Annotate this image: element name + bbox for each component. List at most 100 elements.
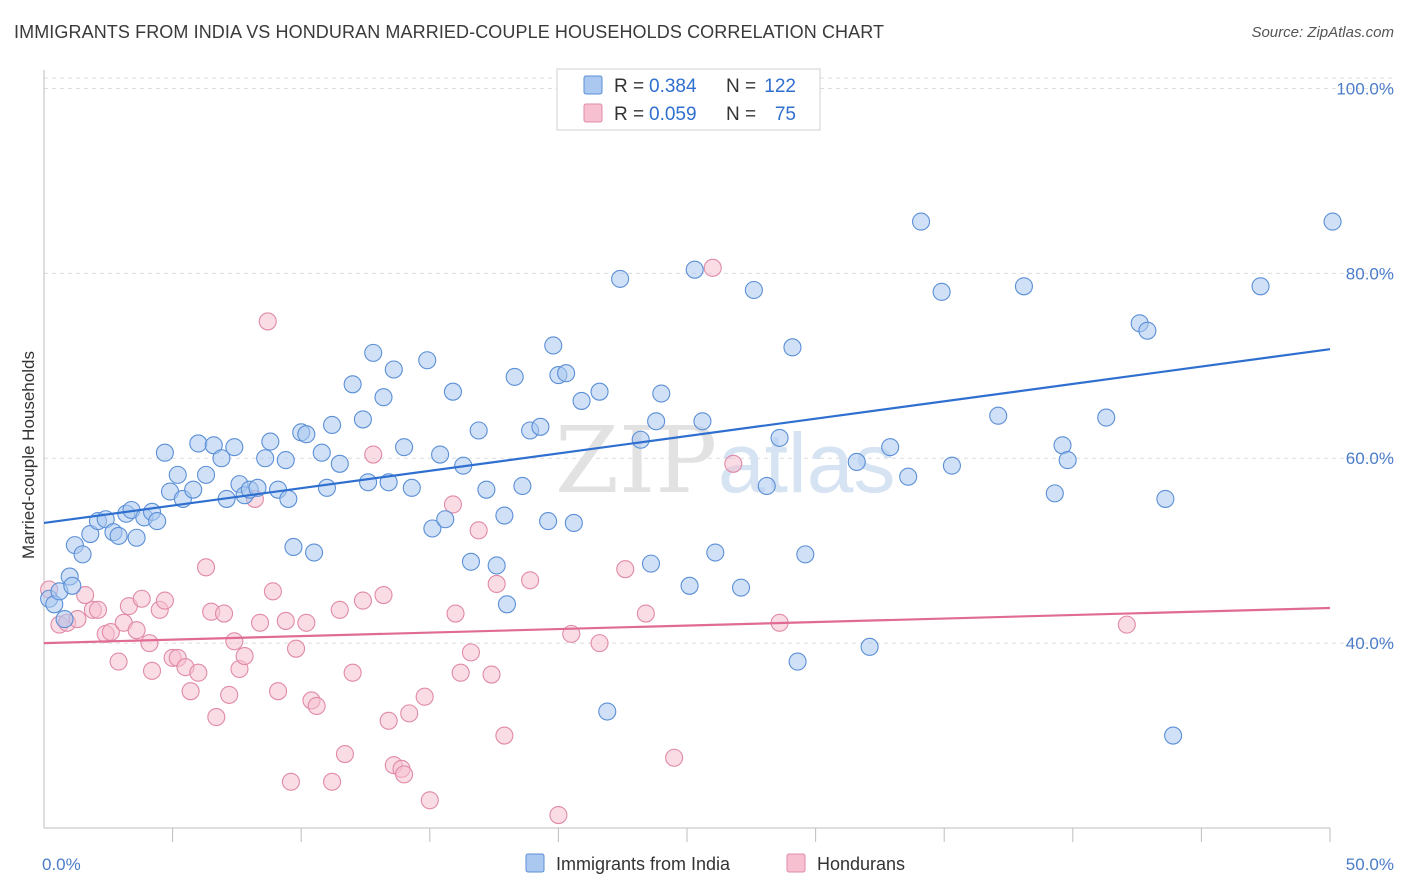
india-point <box>932 282 951 301</box>
india-point <box>912 212 931 231</box>
honduran-point <box>109 652 128 671</box>
india-point <box>323 415 342 435</box>
honduran-point <box>263 582 282 601</box>
honduran-point <box>76 586 95 605</box>
honduran-point <box>235 647 254 666</box>
india-point <box>1251 277 1270 296</box>
hond-n-value: 75 <box>775 104 796 125</box>
honduran-trend-line <box>43 606 1331 645</box>
y-tick-label: 40.0% <box>1346 634 1394 653</box>
honduran-point <box>521 571 540 590</box>
india-point <box>847 452 866 471</box>
india-point <box>1164 726 1183 745</box>
honduran-point <box>142 661 162 680</box>
source-label: Source: ZipAtlas.com <box>1251 24 1394 41</box>
honduran-point <box>250 613 270 632</box>
india-point <box>557 364 576 383</box>
india-point <box>436 510 455 529</box>
india-point <box>1138 321 1157 340</box>
india-point <box>564 513 583 533</box>
honduran-point <box>415 687 434 706</box>
india-point <box>685 260 704 279</box>
india-swatch <box>583 75 603 95</box>
india-point <box>652 384 671 403</box>
honduran-point <box>307 696 326 716</box>
india-point <box>611 269 630 288</box>
honduran-point <box>590 634 609 653</box>
india-point <box>513 476 532 496</box>
watermark-zip: ZIP <box>555 407 717 514</box>
india-point <box>693 412 712 431</box>
india-point <box>647 412 666 431</box>
india-point <box>497 595 517 614</box>
india-point <box>284 537 303 557</box>
india-point <box>248 478 267 497</box>
chart-title: IMMIGRANTS FROM INDIA VS HONDURAN MARRIE… <box>14 22 885 42</box>
honduran-point <box>1117 615 1136 634</box>
honduran-point <box>214 604 234 623</box>
honduran-point <box>616 560 635 579</box>
india-point <box>418 351 437 370</box>
india-n-value: 122 <box>764 76 796 97</box>
india-point <box>495 506 514 525</box>
india-point <box>225 438 244 457</box>
india-point <box>731 578 751 597</box>
honduran-point <box>269 682 288 701</box>
india-point <box>788 652 807 671</box>
india-point <box>469 421 488 440</box>
honduran-point <box>127 621 146 640</box>
india-point <box>305 543 324 562</box>
india-point <box>73 545 92 564</box>
honduran-point <box>400 704 419 723</box>
india-point <box>359 473 378 492</box>
honduran-point <box>181 682 200 701</box>
legend-india-swatch <box>525 853 545 873</box>
honduran-point <box>495 726 514 745</box>
india-point <box>374 388 393 407</box>
honduran-point <box>443 495 462 514</box>
india-point <box>402 478 421 497</box>
india-point <box>212 449 231 468</box>
honduran-point <box>225 632 244 651</box>
india-trend-line <box>43 348 1331 525</box>
india-point <box>189 434 208 453</box>
legend-india-label: Immigrants from India <box>556 854 731 874</box>
india-point <box>899 467 918 486</box>
honduran-point <box>207 708 226 727</box>
india-r-value: 0.384 <box>649 76 697 97</box>
india-point <box>276 451 295 470</box>
india-point <box>989 406 1008 425</box>
honduran-point <box>335 744 354 764</box>
x-tick-label-max: 50.0% <box>1346 855 1394 874</box>
india-point <box>261 432 280 451</box>
honduran-point <box>482 665 501 684</box>
india-point <box>706 543 725 562</box>
india-point <box>544 336 563 355</box>
india-point <box>196 465 216 484</box>
india-point <box>279 489 298 508</box>
honduran-point <box>703 258 722 277</box>
india-point <box>598 702 617 721</box>
honduran-point <box>287 639 306 658</box>
honduran-point <box>451 663 470 682</box>
india-point <box>860 637 879 656</box>
honduran-point <box>220 685 239 704</box>
honduran-point <box>140 634 159 653</box>
honduran-point <box>323 772 342 791</box>
y-tick-labels: 40.0% 60.0% 80.0% 100.0% <box>1336 79 1394 653</box>
india-point <box>395 438 414 457</box>
honduran-point <box>343 663 362 682</box>
india-point <box>184 480 203 499</box>
india-point <box>757 476 776 496</box>
india-point <box>590 382 609 401</box>
honduran-point <box>395 765 414 784</box>
hond-swatch <box>583 103 603 123</box>
legend-hond-swatch <box>786 853 806 873</box>
honduran-point <box>379 711 398 730</box>
bottom-legend: Immigrants from India Hondurans <box>525 853 905 874</box>
india-point <box>744 280 763 300</box>
honduran-point <box>196 558 216 577</box>
india-point <box>477 480 496 499</box>
india-point <box>505 367 524 386</box>
